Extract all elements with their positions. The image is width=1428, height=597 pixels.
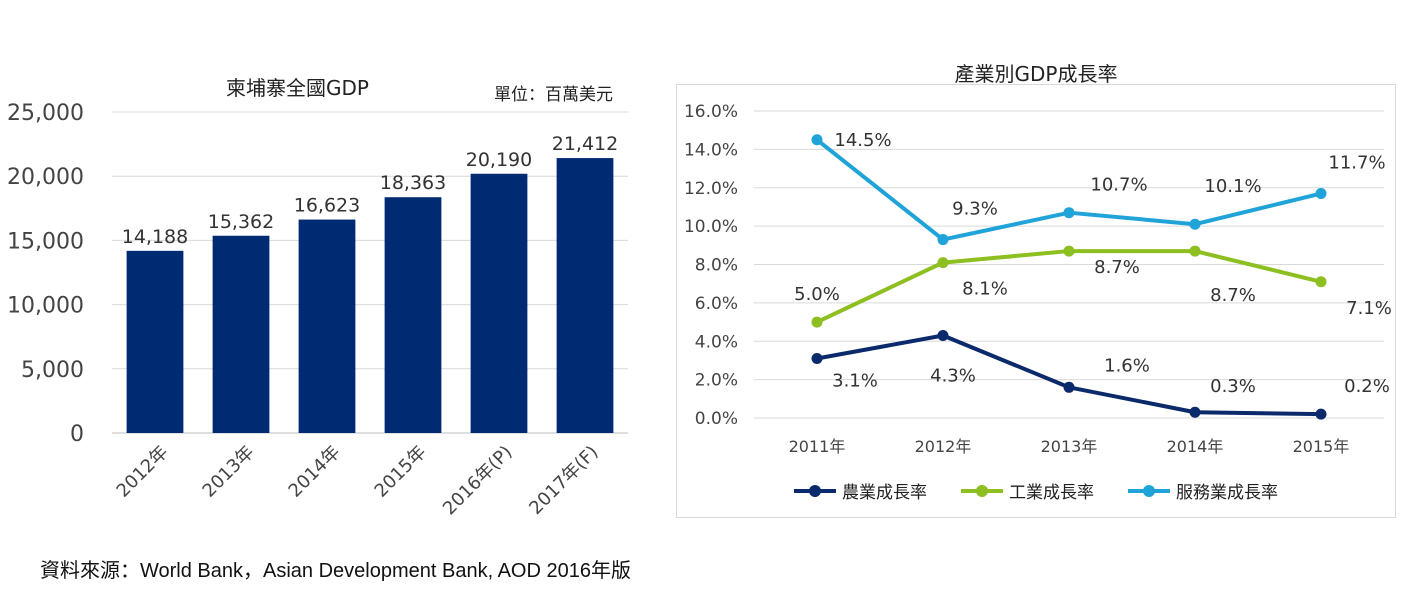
y-tick-label: 0.0% bbox=[695, 409, 738, 429]
line-chart-legend: 農業成長率 工業成長率 服務業成長率 bbox=[676, 478, 1396, 503]
data-label: 10.7% bbox=[1090, 175, 1147, 196]
legend-label-agriculture: 農業成長率 bbox=[842, 483, 927, 503]
y-tick-label: 14.0% bbox=[684, 140, 738, 160]
x-tick-label: 2015年 bbox=[371, 442, 431, 502]
x-tick-label: 2015年 bbox=[1293, 437, 1350, 456]
data-label: 7.1% bbox=[1346, 298, 1392, 319]
x-tick-label: 2011年 bbox=[789, 437, 846, 456]
data-point bbox=[1189, 245, 1201, 257]
data-point bbox=[937, 234, 949, 246]
data-point bbox=[811, 134, 823, 146]
y-tick-label: 4.0% bbox=[695, 332, 738, 352]
y-tick-label: 0 bbox=[70, 422, 84, 447]
y-tick-label: 10.0% bbox=[684, 217, 738, 237]
data-label: 8.7% bbox=[1094, 257, 1140, 278]
data-label: 1.6% bbox=[1104, 355, 1150, 376]
bar bbox=[212, 235, 270, 433]
data-point bbox=[937, 257, 949, 269]
bar-value-label: 20,190 bbox=[466, 149, 532, 171]
sector-growth-line-chart: 0.0% 2.0% 4.0% 6.0% 8.0% 10.0% 12.0% 14.0% 16.0%… bbox=[684, 102, 1392, 456]
x-tick-label: 2012年 bbox=[113, 442, 173, 502]
data-point bbox=[1315, 276, 1327, 288]
data-point bbox=[811, 353, 823, 365]
bar bbox=[298, 219, 356, 433]
series-line bbox=[816, 333, 1322, 417]
data-point bbox=[1189, 218, 1201, 230]
data-point bbox=[811, 316, 823, 328]
data-label: 0.2% bbox=[1344, 376, 1390, 397]
data-label: 3.1% bbox=[832, 371, 878, 392]
bar bbox=[126, 250, 184, 433]
y-tick-label: 5,000 bbox=[21, 358, 84, 383]
legend-swatch-services bbox=[1128, 484, 1170, 497]
line-chart-title: 產業別GDP成長率 bbox=[954, 62, 1118, 86]
data-label: 11.7% bbox=[1328, 153, 1385, 174]
bar-value-label: 14,188 bbox=[122, 226, 188, 248]
legend-item-industry: 工業成長率 bbox=[961, 478, 1094, 503]
data-label: 9.3% bbox=[952, 199, 998, 220]
data-label: 10.1% bbox=[1204, 176, 1261, 197]
data-point bbox=[1189, 406, 1201, 418]
x-tick-label: 2017年(F) bbox=[525, 442, 602, 519]
bar-value-label: 15,362 bbox=[208, 211, 274, 233]
data-point bbox=[1315, 188, 1327, 200]
line-chart-frame bbox=[676, 84, 1396, 518]
x-tick-label: 2013年 bbox=[199, 442, 259, 502]
legend-swatch-industry bbox=[961, 484, 1003, 497]
legend-label-industry: 工業成長率 bbox=[1009, 483, 1094, 503]
y-tick-label: 12.0% bbox=[684, 179, 738, 199]
y-tick-label: 25,000 bbox=[7, 101, 84, 126]
legend-item-agriculture: 農業成長率 bbox=[794, 478, 927, 503]
data-point bbox=[1315, 408, 1327, 420]
gdp-bar-chart: 0 5,000 10,000 15,000 20,000 25,000 14,188 2012… bbox=[7, 101, 628, 520]
x-tick-label: 2014年 bbox=[285, 442, 345, 502]
bar bbox=[470, 173, 528, 433]
x-tick-label: 2013年 bbox=[1041, 437, 1098, 456]
unit-label: 單位：百萬美元 bbox=[494, 85, 613, 105]
data-label: 0.3% bbox=[1210, 376, 1256, 397]
data-point bbox=[1063, 207, 1075, 219]
x-tick-label: 2014年 bbox=[1167, 437, 1224, 456]
data-label: 8.1% bbox=[962, 279, 1008, 300]
data-point bbox=[937, 329, 949, 341]
y-tick-label: 10,000 bbox=[7, 294, 84, 319]
bar bbox=[384, 197, 442, 433]
bar-value-label: 18,363 bbox=[380, 172, 446, 194]
data-label: 8.7% bbox=[1210, 285, 1256, 306]
y-tick-label: 8.0% bbox=[695, 256, 738, 276]
bar-chart-title: 柬埔寨全國GDP bbox=[226, 76, 369, 100]
y-tick-label: 20,000 bbox=[7, 165, 84, 190]
legend-item-services: 服務業成長率 bbox=[1128, 478, 1278, 503]
data-label: 5.0% bbox=[794, 284, 840, 305]
x-tick-label: 2012年 bbox=[915, 437, 972, 456]
data-point bbox=[1063, 381, 1075, 393]
y-tick-label: 15,000 bbox=[7, 229, 84, 254]
bar-value-label: 21,412 bbox=[552, 133, 618, 155]
legend-label-services: 服務業成長率 bbox=[1176, 483, 1278, 503]
x-tick-label: 2016年(P) bbox=[439, 442, 517, 520]
legend-swatch-agriculture bbox=[794, 484, 836, 497]
source-note: 資料來源：World Bank，Asian Development Bank, … bbox=[40, 560, 631, 582]
y-tick-label: 2.0% bbox=[695, 371, 738, 391]
data-point bbox=[1063, 245, 1075, 257]
bar bbox=[556, 158, 614, 433]
y-tick-label: 16.0% bbox=[684, 102, 738, 122]
data-label: 14.5% bbox=[834, 130, 891, 151]
bar-value-label: 16,623 bbox=[294, 195, 360, 217]
y-tick-label: 6.0% bbox=[695, 294, 738, 314]
data-label: 4.3% bbox=[930, 365, 976, 386]
